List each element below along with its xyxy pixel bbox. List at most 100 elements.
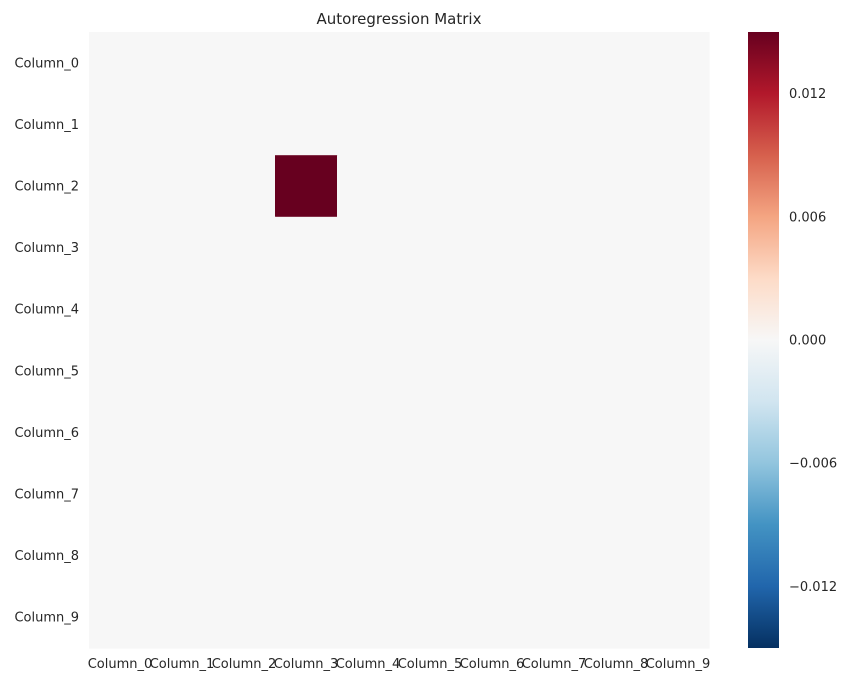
heatmap-cell	[89, 32, 152, 95]
heatmap-cell	[523, 586, 586, 649]
heatmap-cell	[585, 340, 648, 403]
heatmap-cell	[337, 463, 400, 526]
row-tick-label: Column_6	[14, 426, 79, 441]
colorbar-ticks: 0.012 0.006 0.000 −0.006 −0.012	[789, 87, 837, 595]
heatmap-cell	[585, 586, 648, 649]
column-tick-label: Column_0	[88, 657, 153, 672]
heatmap-cell	[151, 216, 214, 279]
heatmap-cell	[89, 401, 152, 464]
heatmap-cell	[647, 155, 710, 218]
heatmap-cell	[523, 93, 586, 156]
heatmap-cell	[585, 401, 648, 464]
heatmap-cell	[337, 524, 400, 587]
heatmap-cell	[275, 524, 338, 587]
heatmap-cell	[399, 586, 462, 649]
heatmap-cell	[275, 32, 338, 95]
heatmap-cell	[399, 216, 462, 279]
heatmap-cell	[647, 32, 710, 95]
heatmap-cell	[213, 340, 276, 403]
heatmap-cell	[337, 340, 400, 403]
column-tick-label: Column_3	[274, 657, 339, 672]
heatmap-cell	[399, 340, 462, 403]
row-tick-label: Column_3	[14, 241, 79, 256]
heatmap-cell	[585, 463, 648, 526]
colorbar-tick-label: 0.000	[789, 334, 826, 349]
heatmap-cell	[213, 586, 276, 649]
row-tick-label: Column_8	[14, 549, 79, 564]
heatmap-cell	[399, 155, 462, 218]
heatmap-cell	[151, 586, 214, 649]
heatmap-cell	[461, 586, 524, 649]
heatmap-cell	[399, 93, 462, 156]
heatmap-cell	[461, 524, 524, 587]
heatmap-cell	[151, 93, 214, 156]
column-labels: Column_0Column_1Column_2Column_3Column_4…	[88, 657, 711, 672]
heatmap-cell	[275, 340, 338, 403]
heatmap-cell	[151, 32, 214, 95]
heatmap-cell	[523, 278, 586, 341]
heatmap-cell	[461, 155, 524, 218]
heatmap-cell	[275, 93, 338, 156]
heatmap-cell	[89, 155, 152, 218]
heatmap-cell	[89, 463, 152, 526]
column-tick-label: Column_6	[460, 657, 525, 672]
row-tick-label: Column_1	[14, 118, 79, 133]
heatmap-cell	[647, 216, 710, 279]
heatmap-cell	[523, 463, 586, 526]
heatmap-cell	[89, 216, 152, 279]
heatmap-cell	[461, 401, 524, 464]
row-tick-label: Column_5	[14, 364, 79, 379]
heatmap-cell	[213, 401, 276, 464]
heatmap-cell	[89, 278, 152, 341]
column-tick-label: Column_8	[584, 657, 649, 672]
heatmap-cell	[275, 155, 338, 218]
row-tick-label: Column_0	[14, 56, 79, 71]
heatmap-cell	[151, 278, 214, 341]
column-tick-label: Column_9	[646, 657, 711, 672]
heatmap-cell	[399, 463, 462, 526]
heatmap-cell	[151, 155, 214, 218]
heatmap-cell	[89, 93, 152, 156]
heatmap-cell	[89, 586, 152, 649]
heatmap-cell	[337, 401, 400, 464]
colorbar-tick-label: 0.006	[789, 210, 826, 225]
heatmap-cell	[399, 278, 462, 341]
heatmap-cell	[213, 524, 276, 587]
heatmap-cell	[275, 463, 338, 526]
heatmap-cell	[275, 401, 338, 464]
heatmap-cell	[461, 340, 524, 403]
column-tick-label: Column_2	[212, 657, 277, 672]
heatmap-cells	[89, 32, 710, 649]
heatmap-cell	[213, 278, 276, 341]
heatmap-cell	[523, 524, 586, 587]
colorbar-tick-label: −0.006	[789, 457, 837, 472]
heatmap-cell	[213, 463, 276, 526]
heatmap-cell	[151, 340, 214, 403]
heatmap-cell	[523, 340, 586, 403]
colorbar-tick-label: 0.012	[789, 87, 826, 102]
heatmap-cell	[523, 401, 586, 464]
heatmap-cell	[337, 278, 400, 341]
heatmap-cell	[523, 32, 586, 95]
heatmap-cell	[647, 278, 710, 341]
heatmap-cell	[647, 340, 710, 403]
heatmap-cell	[585, 155, 648, 218]
column-tick-label: Column_4	[336, 657, 401, 672]
heatmap-cell	[647, 401, 710, 464]
heatmap-cell	[89, 340, 152, 403]
row-tick-label: Column_2	[14, 180, 79, 195]
heatmap-cell	[585, 93, 648, 156]
heatmap-cell	[647, 524, 710, 587]
colorbar-tick-label: −0.012	[789, 580, 837, 595]
heatmap-cell	[337, 155, 400, 218]
column-tick-label: Column_1	[150, 657, 215, 672]
heatmap-cell	[213, 93, 276, 156]
heatmap-cell	[647, 463, 710, 526]
heatmap-cell	[275, 278, 338, 341]
heatmap-cell	[585, 216, 648, 279]
heatmap-cell	[275, 586, 338, 649]
row-labels: Column_0 Column_1 Column_2 Column_3 Column_4…	[14, 56, 79, 625]
chart-title: Autoregression Matrix	[317, 10, 482, 28]
heatmap-cell	[523, 155, 586, 218]
